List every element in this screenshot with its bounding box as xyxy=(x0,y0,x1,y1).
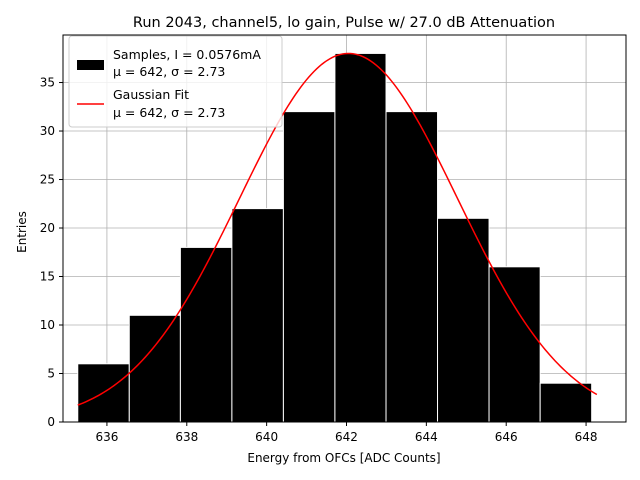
y-tick-label: 10 xyxy=(40,318,55,332)
x-tick-label: 642 xyxy=(335,430,358,444)
y-tick-label: 35 xyxy=(40,76,55,90)
legend: Samples, I = 0.0576mA μ = 642, σ = 2.73 … xyxy=(68,35,283,128)
x-tick-label: 636 xyxy=(95,430,118,444)
y-tick-label: 0 xyxy=(47,415,55,429)
histogram-bar xyxy=(385,111,439,423)
legend-box xyxy=(68,35,283,128)
histogram-bar xyxy=(179,246,233,423)
y-tick-label: 20 xyxy=(40,221,55,235)
histogram-bar xyxy=(539,382,593,423)
x-axis-label: Energy from OFCs [ADC Counts] xyxy=(247,451,440,465)
legend-fit-label: Gaussian Fit xyxy=(113,87,189,102)
legend-samples-stats: μ = 642, σ = 2.73 xyxy=(113,64,225,79)
x-tick-label: 638 xyxy=(175,430,198,444)
y-axis-ticks: 0 5 10 15 20 25 30 35 xyxy=(40,76,63,429)
x-tick-label: 644 xyxy=(415,430,438,444)
y-tick-label: 15 xyxy=(40,270,55,284)
histogram-bar xyxy=(437,217,490,423)
histogram-bar xyxy=(334,52,387,423)
x-axis-ticks: 636 638 640 642 644 646 648 xyxy=(95,422,598,444)
chart-title: Run 2043, channel5, lo gain, Pulse w/ 27… xyxy=(133,15,555,31)
histogram-bars xyxy=(77,52,593,423)
legend-samples-label: Samples, I = 0.0576mA xyxy=(113,47,261,62)
gaussian-fit-line xyxy=(77,52,598,406)
legend-samples-swatch xyxy=(77,60,104,70)
histogram-bar xyxy=(128,314,181,423)
histogram-bar xyxy=(488,266,541,423)
histogram-bar xyxy=(231,208,284,423)
legend-fit-stats: μ = 642, σ = 2.73 xyxy=(113,105,225,120)
y-tick-label: 5 xyxy=(47,367,55,381)
y-axis-label: Entries xyxy=(15,211,29,253)
x-tick-label: 648 xyxy=(575,430,598,444)
x-tick-label: 646 xyxy=(495,430,518,444)
y-tick-label: 30 xyxy=(40,124,55,138)
x-tick-label: 640 xyxy=(255,430,278,444)
y-tick-label: 25 xyxy=(40,173,55,187)
histogram-bar xyxy=(282,111,336,423)
